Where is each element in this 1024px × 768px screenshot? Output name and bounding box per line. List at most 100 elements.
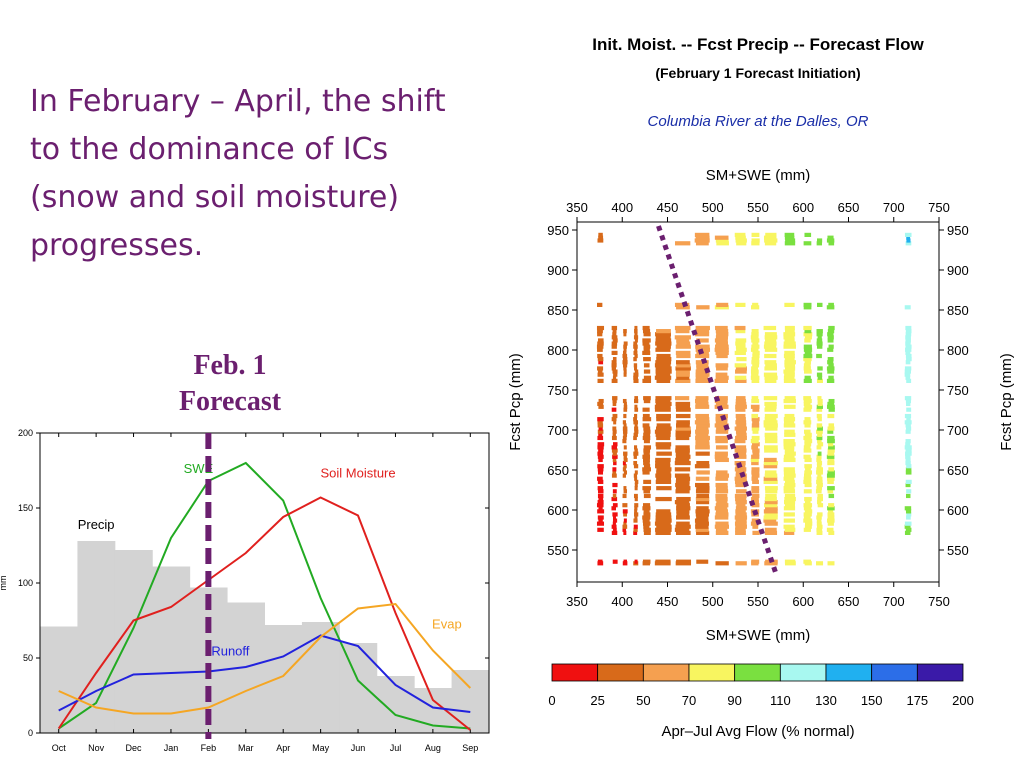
scatter-point	[736, 347, 747, 352]
scatter-point	[764, 360, 777, 365]
scatter-point	[803, 479, 812, 484]
scatter-point	[675, 360, 690, 365]
scatter-point	[695, 496, 710, 502]
scatter-point	[643, 396, 651, 401]
scatter-point	[816, 464, 822, 469]
scatter-point	[674, 302, 690, 307]
x-tick-label: 350	[566, 200, 588, 215]
scatter-point	[784, 350, 795, 355]
x-tick-label: 750	[928, 200, 950, 215]
scatter-point	[828, 344, 834, 349]
scatter-point	[804, 360, 812, 365]
scatter-point	[783, 341, 796, 346]
scatter-point	[904, 524, 911, 529]
scatter-point	[904, 530, 911, 535]
colorbar-label: Apr–Jul Avg Flow (% normal)	[661, 723, 854, 740]
y-tick-label: 750	[947, 383, 969, 398]
x-tick-label: 650	[838, 594, 860, 609]
scatter-point	[765, 363, 777, 368]
scatter-point	[817, 451, 822, 456]
scatter-point	[765, 404, 777, 409]
y-tick-label: 950	[947, 223, 969, 238]
scatter-point	[827, 515, 835, 520]
scatter-point	[715, 341, 728, 346]
scatter-point	[784, 527, 796, 532]
scatter-point	[735, 238, 747, 243]
scatter-point	[783, 457, 796, 463]
scatter-point	[735, 530, 746, 535]
scatter-point	[655, 347, 671, 352]
chart-title: Init. Moist. -- Fcst Precip -- Forecast …	[592, 35, 924, 54]
scatter-point	[783, 512, 795, 517]
scatter-point	[611, 506, 616, 511]
scatter-point	[612, 521, 616, 526]
scatter-point	[785, 329, 795, 334]
scatter-point	[676, 338, 690, 343]
scatter-point	[643, 493, 651, 499]
scatter-point	[598, 398, 604, 404]
scatter-point	[751, 398, 760, 404]
scatter-point	[827, 561, 835, 566]
scatter-point	[675, 454, 691, 459]
scatter-point	[735, 435, 747, 441]
scatter-point	[751, 559, 760, 564]
scatter-point	[597, 464, 604, 469]
scatter-point	[715, 329, 729, 334]
scatter-point	[633, 454, 637, 459]
scatter-point	[827, 476, 835, 481]
scatter-point	[597, 445, 604, 450]
scatter-point	[816, 353, 822, 359]
scatter-point	[695, 524, 709, 529]
scatter-point	[828, 530, 835, 535]
scatter-point	[623, 464, 627, 469]
scatter-point	[750, 335, 759, 340]
scatter-point	[714, 305, 729, 310]
scatter-point	[752, 530, 760, 535]
headline-line: progresses.	[30, 228, 204, 263]
scatter-point	[751, 486, 760, 491]
scatter-point	[763, 464, 778, 469]
scatter-point	[656, 413, 671, 419]
scatter-point	[816, 530, 823, 535]
scatter-point	[612, 467, 617, 472]
scatter-point	[828, 302, 834, 307]
scatter-point	[783, 375, 795, 380]
scatter-point	[622, 353, 628, 359]
scatter-point	[597, 341, 604, 346]
scatter-point	[643, 445, 652, 450]
scatter-point	[906, 512, 912, 517]
scatter-point	[634, 509, 638, 514]
scatter-point	[675, 366, 691, 371]
scatter-point	[735, 341, 746, 346]
scatter-point	[905, 460, 911, 466]
scatter-point	[752, 341, 759, 346]
scatter-point	[734, 515, 748, 520]
scatter-point	[623, 518, 627, 523]
scatter-point	[611, 473, 617, 478]
scatter-point	[655, 473, 672, 478]
scatter-point	[816, 561, 824, 566]
scatter-point	[828, 503, 835, 508]
colorbar-tick-label: 25	[590, 693, 604, 708]
scatter-point	[634, 353, 638, 359]
scatter-point	[752, 363, 760, 368]
scatter-point	[750, 521, 759, 526]
scatter-point	[764, 353, 777, 359]
scatter-point	[734, 493, 747, 499]
scatter-point	[816, 413, 822, 419]
x-tick-label: 500	[702, 594, 724, 609]
scatter-point	[817, 396, 822, 401]
scatter-point	[674, 241, 691, 246]
scatter-point	[654, 429, 671, 434]
chart-location: Columbia River at the Dalles, OR	[648, 113, 869, 130]
scatter-point	[623, 454, 627, 459]
scatter-point	[675, 486, 691, 491]
scatter-point	[764, 435, 778, 441]
x-tick-label: 600	[792, 594, 814, 609]
colorbar-swatch	[825, 663, 873, 682]
scatter-point	[904, 413, 912, 419]
scatter-point	[735, 512, 747, 517]
scatter-point	[764, 241, 777, 246]
scatter-point	[655, 401, 672, 407]
scatter-point	[764, 470, 777, 475]
